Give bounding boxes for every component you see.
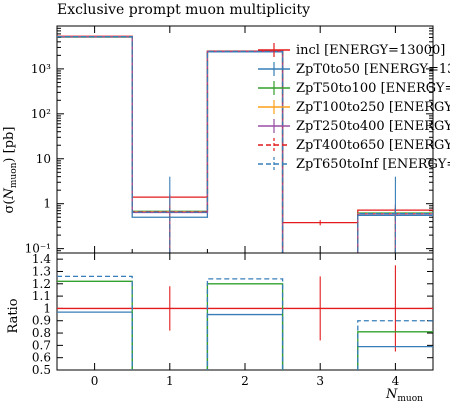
legend-label: incl [ENERGY=13000] — [296, 43, 445, 58]
x-tick-label: 4 — [392, 374, 400, 388]
legend-label: ZpT650toInf [ENERGY=13000] — [296, 157, 450, 172]
x-tick-label: 2 — [241, 374, 249, 388]
y-tick-label: 10³ — [31, 62, 51, 76]
y-tick-label: 10⁻¹ — [25, 242, 51, 256]
legend-label: ZpT100to250 [ENERGY=13000] — [296, 100, 450, 115]
ratio-y-tick-label: 0.6 — [32, 351, 51, 365]
legend: incl [ENERGY=13000] ZpT0to50 [ENERGY=1300… — [258, 43, 450, 172]
main-series-group — [57, 35, 433, 253]
y-tick-label: 10 — [36, 152, 51, 166]
ratio-series-line — [57, 275, 433, 370]
x-tick-label: 3 — [316, 374, 324, 388]
y-tick-label: 10² — [31, 107, 51, 121]
ratio-y-tick-label: 1.2 — [32, 277, 51, 291]
main-plot: 10⁻¹ 1 10 10² 10³ — [25, 25, 434, 256]
chart-title: Exclusive prompt muon multiplicity — [57, 2, 310, 18]
legend-label: ZpT50to100 [ENERGY=13000] — [296, 81, 450, 96]
ratio-y-tick-label: 1 — [43, 301, 51, 315]
ratio-y-axis-title: Ratio — [6, 298, 21, 333]
main-y-axis-title: σ(Nmuon) [pb] — [2, 127, 19, 214]
ratio-y-tick-label: 0.7 — [32, 338, 51, 352]
x-axis-title: Nmuon — [385, 387, 423, 404]
ratio-y-tick-label: 0.8 — [32, 326, 51, 340]
ratio-y-tick-label: 0.5 — [32, 363, 51, 377]
ratio-y-tick-label: 1.3 — [32, 264, 51, 278]
main-series-line — [57, 36, 433, 253]
ratio-y-tick-label: 1.4 — [32, 252, 51, 266]
x-tick-label: 0 — [91, 374, 99, 388]
y-tick-label: 1 — [43, 197, 51, 211]
legend-label: ZpT250to400 [ENERGY=13000] — [296, 119, 450, 134]
x-tick-label: 1 — [166, 374, 174, 388]
main-y-axis-title-text: σ(Nmuon) [pb] — [2, 127, 19, 214]
ratio-y-tick-label: 0.9 — [32, 314, 51, 328]
ratio-plot: 0 1 2 3 40.50.60.70.80.911.11.21.31.4 — [32, 252, 434, 388]
ratio-y-tick-label: 1.1 — [32, 289, 51, 303]
legend-label: ZpT400to650 [ENERGY=13000] — [296, 138, 450, 153]
ratio-y-axis-title-text: Ratio — [6, 298, 21, 333]
ratio-series-group — [57, 265, 433, 370]
legend-label: ZpT0to50 [ENERGY=13000] — [296, 62, 450, 77]
